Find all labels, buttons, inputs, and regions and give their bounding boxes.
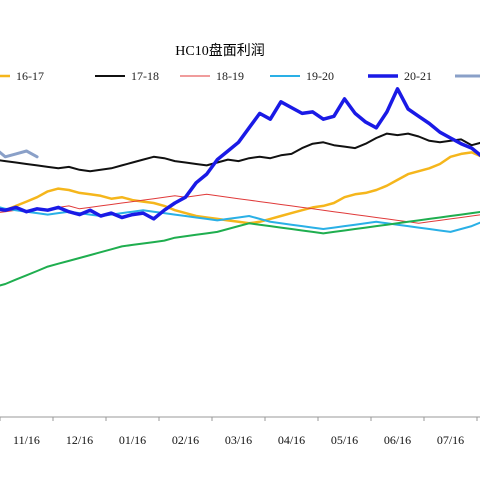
legend-label-19-20: 19-20 xyxy=(306,69,334,83)
legend-label-20-21: 20-21 xyxy=(404,69,432,83)
x-tick-label: 11/16 xyxy=(13,433,40,447)
x-tick-label: 04/16 xyxy=(278,433,305,447)
series-line-18-19 xyxy=(0,193,480,224)
x-tick-label: 02/16 xyxy=(172,433,199,447)
x-axis-ticks: 11/16 12/16 01/16 02/16 03/16 04/16 05/16 06/16… xyxy=(0,417,478,447)
legend-label-17-18: 17-18 xyxy=(131,69,159,83)
series-line-unlabeled-6 xyxy=(0,210,480,287)
x-tick-label: 07/16 xyxy=(437,433,464,447)
chart-title: HC10盘面利润 xyxy=(175,44,265,59)
legend-label-16-17: 16-17 xyxy=(16,69,44,83)
series-line-17-18 xyxy=(0,132,480,173)
legend-label-18-19: 18-19 xyxy=(216,69,244,83)
series-line-16-17 xyxy=(0,151,480,225)
series-line-19-20 xyxy=(0,206,480,233)
x-tick-label: 01/16 xyxy=(119,433,146,447)
x-tick-label: 05/16 xyxy=(331,433,358,447)
series-line-20-21 xyxy=(0,87,480,221)
x-tick-label: 03/16 xyxy=(225,433,252,447)
series-line-unlabeled-5 xyxy=(0,149,39,159)
x-tick-label: 12/16 xyxy=(66,433,93,447)
plot-area xyxy=(0,87,480,287)
legend: 16-17 17-18 18-19 19-20 20-21 xyxy=(0,69,480,83)
x-tick-label: 06/16 xyxy=(384,433,411,447)
